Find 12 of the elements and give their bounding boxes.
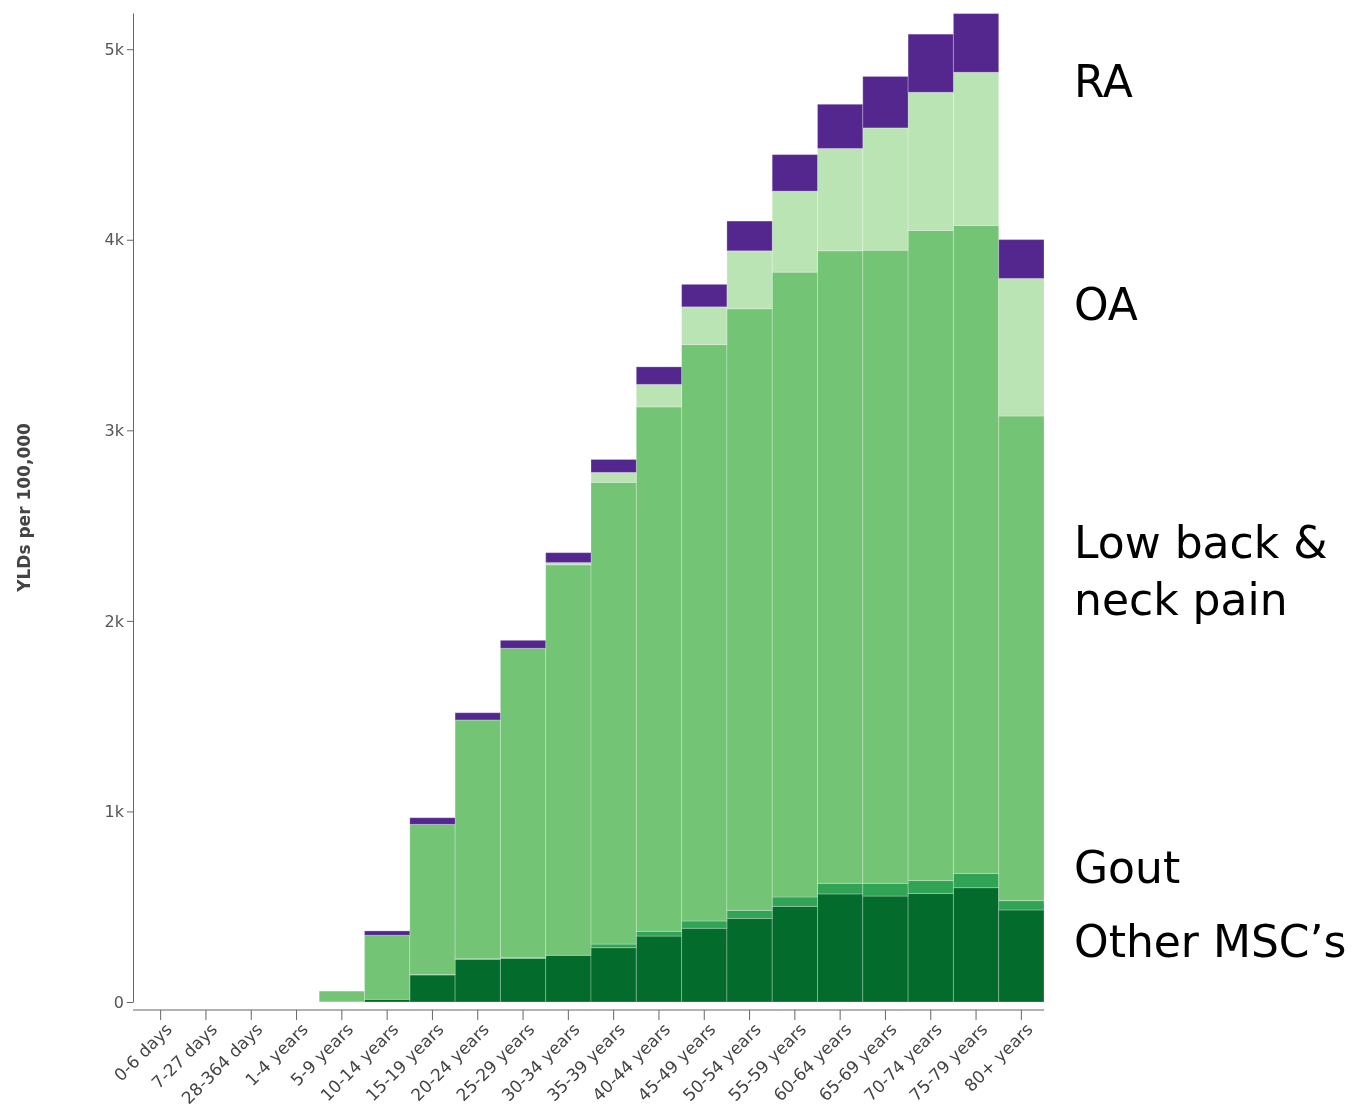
series-label: OA [1074, 278, 1138, 330]
y-tick-label: 5k [104, 39, 125, 59]
series-label: Gout [1074, 842, 1181, 894]
y-tick-label: 2k [104, 611, 125, 631]
y-axis-title: YLDs per 100,000 [14, 422, 34, 593]
y-tick-label: 1k [104, 802, 125, 822]
series-label: Low back & neck pain [1074, 517, 1328, 626]
y-tick-label: 3k [104, 420, 125, 440]
series-label: Other MSC’s [1074, 916, 1347, 968]
y-tick-label: 0 [113, 992, 124, 1012]
y-tick-label: 4k [104, 230, 125, 250]
series-label: RA [1074, 56, 1133, 108]
